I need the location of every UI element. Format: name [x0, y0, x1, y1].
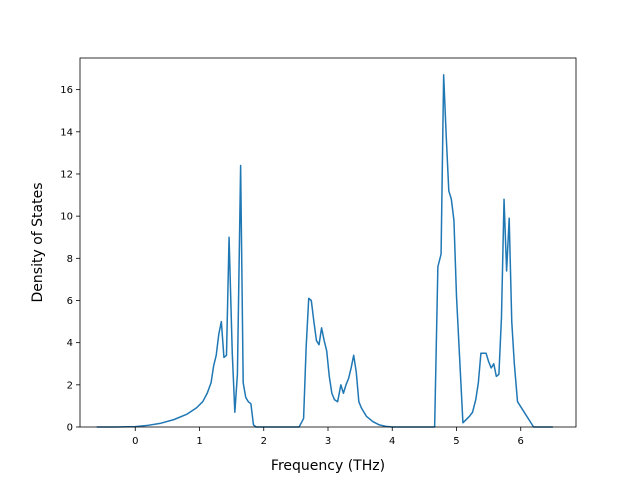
y-tick-label: 2 [67, 380, 73, 391]
x-tick-label: 2 [261, 436, 267, 447]
y-tick-label: 8 [67, 254, 73, 265]
plot-area [96, 74, 553, 428]
y-axis-label: Density of States [30, 183, 46, 303]
y-tick-label: 6 [67, 296, 73, 307]
x-tick-label: 1 [196, 436, 202, 447]
y-tick-label: 14 [60, 127, 73, 138]
y-tick-label: 4 [67, 338, 73, 349]
y-tick-label: 10 [60, 212, 73, 223]
axes-frame [79, 57, 577, 428]
y-tick-label: 12 [60, 169, 73, 180]
x-axis-label: Frequency (THz) [271, 458, 385, 474]
y-tick-label: 16 [60, 85, 73, 96]
y-tick-label: 0 [67, 423, 73, 434]
x-tick-label: 4 [389, 436, 395, 447]
x-tick-label: 0 [132, 436, 138, 447]
x-tick-label: 5 [453, 436, 459, 447]
dos-series-line [96, 74, 553, 428]
x-tick-label: 3 [325, 436, 331, 447]
x-tick-label: 6 [518, 436, 524, 447]
